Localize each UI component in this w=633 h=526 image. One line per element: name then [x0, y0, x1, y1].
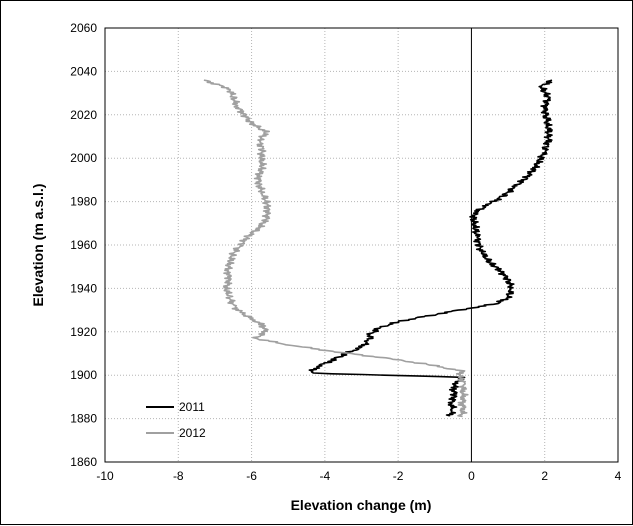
y-tick-label: 1960 — [70, 238, 97, 252]
series-line-2012 — [203, 79, 469, 418]
y-tick-label: 1940 — [70, 281, 97, 295]
y-tick-label: 1920 — [70, 325, 97, 339]
x-tick-label: -4 — [320, 469, 331, 483]
y-tick-labels: 1860 1880 1900 1920 1940 1960 1980 2000 2020 2040… — [70, 21, 97, 469]
y-tick-label: 2060 — [70, 21, 97, 35]
x-tick-label: -8 — [173, 469, 184, 483]
series-line-2011 — [308, 79, 554, 417]
grid-lines — [105, 28, 618, 462]
x-tick-label: 0 — [468, 469, 475, 483]
data-series — [203, 79, 554, 418]
x-tick-label: -2 — [393, 469, 404, 483]
x-tick-label: 4 — [615, 469, 622, 483]
y-tick-label: 2020 — [70, 108, 97, 122]
y-tick-label: 1900 — [70, 368, 97, 382]
y-axis-title: Elevation (m a.s.l.) — [30, 184, 46, 307]
y-tick-label: 1980 — [70, 195, 97, 209]
y-tick-label: 2000 — [70, 151, 97, 165]
x-axis-title: Elevation change (m) — [291, 497, 432, 513]
x-tick-label: 2 — [541, 469, 548, 483]
y-tick-label: 1880 — [70, 412, 97, 426]
legend-label-2011: 2011 — [179, 400, 205, 414]
x-tick-label: -10 — [96, 469, 114, 483]
x-tick-label: -6 — [246, 469, 257, 483]
x-tick-labels: -10 -8 -6 -4 -2 0 2 4 — [96, 469, 621, 483]
y-tick-label: 1860 — [70, 455, 97, 469]
legend-label-2012: 2012 — [179, 426, 206, 440]
legend: 2011 2012 — [146, 400, 206, 440]
y-tick-label: 2040 — [70, 64, 97, 78]
plot-area-border — [104, 27, 619, 463]
